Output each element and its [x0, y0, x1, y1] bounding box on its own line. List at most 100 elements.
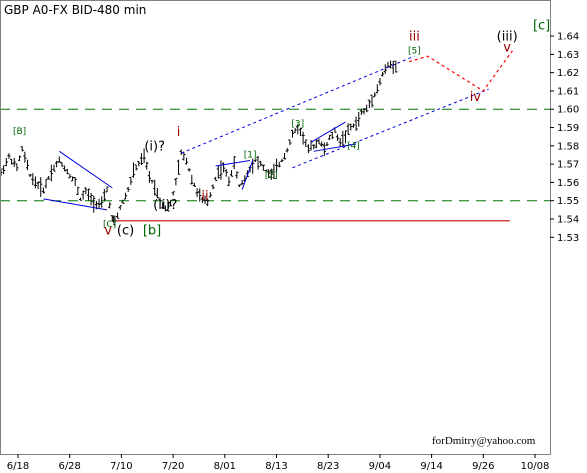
price-bar	[354, 116, 358, 131]
price-bar	[190, 174, 194, 185]
wave-label: [C]	[103, 220, 116, 230]
price-bar	[346, 123, 350, 135]
price-bar	[288, 139, 292, 146]
price-bars-layer	[0, 60, 398, 227]
price-bar	[280, 158, 284, 163]
price-bar	[33, 176, 38, 189]
price-bar	[47, 175, 51, 180]
price-bar	[166, 200, 170, 212]
price-bar	[147, 170, 151, 183]
price-bar	[49, 164, 53, 182]
price-bar	[290, 129, 295, 138]
projection-path	[408, 50, 513, 92]
y-tick-label: 1.58	[557, 141, 579, 152]
price-bar	[28, 173, 32, 178]
x-tick-label: 7/10	[110, 461, 132, 472]
credit-text: forDmitry@yahoo.com	[432, 435, 536, 447]
price-bar	[224, 169, 228, 177]
price-bar	[365, 104, 369, 113]
price-bar	[81, 190, 85, 200]
price-bar	[383, 64, 387, 74]
wave-label: (ii)?	[153, 198, 177, 213]
price-bar	[256, 155, 260, 170]
price-bar	[381, 71, 385, 77]
price-bar	[108, 202, 112, 209]
price-bar	[338, 137, 342, 147]
price-bar	[357, 111, 361, 127]
price-bar	[253, 159, 257, 162]
price-bar	[386, 61, 390, 68]
wave-label: (iii)	[497, 30, 518, 45]
price-bar	[349, 123, 353, 131]
y-tick-label: 1.54	[557, 214, 579, 225]
channel-upper-line	[181, 55, 415, 154]
price-bar	[296, 123, 300, 135]
price-bar	[330, 131, 334, 140]
y-tick-label: 1.56	[557, 178, 579, 189]
price-bar	[325, 142, 329, 146]
x-tick-label: 9/04	[369, 461, 391, 472]
wave-label: [2]	[265, 171, 278, 181]
price-bar	[237, 184, 242, 188]
trendline	[43, 198, 108, 211]
price-bar	[214, 176, 218, 182]
price-bar	[351, 123, 356, 128]
y-tick-label: 1.55	[557, 196, 579, 207]
price-bar	[15, 163, 19, 172]
trendline	[215, 159, 251, 167]
price-bar	[240, 179, 244, 185]
price-bar	[65, 168, 69, 175]
y-tick-label: 1.53	[557, 233, 579, 244]
wave-label: iv	[470, 90, 482, 105]
price-bar	[216, 165, 220, 179]
price-bar	[12, 157, 16, 167]
price-bar	[272, 163, 276, 179]
wave-label: [c]	[533, 19, 550, 34]
y-tick-label: 1.64	[557, 32, 579, 43]
price-bar	[320, 141, 324, 147]
wave-label-layer: [B](i)?i(ii)?ii[C]v (c) [b][1][2][3][4][5]…	[13, 19, 550, 239]
price-bar	[97, 198, 101, 209]
trendline-layer	[43, 50, 513, 211]
price-bar	[174, 177, 178, 186]
wave-label: iii	[409, 30, 420, 45]
price-bar	[171, 191, 175, 196]
price-bar	[179, 149, 183, 155]
wave-label: ii	[201, 189, 208, 204]
x-tick-label: 9/14	[420, 461, 442, 472]
price-bar	[317, 138, 321, 145]
price-bar	[367, 99, 371, 109]
price-bar	[378, 78, 382, 86]
price-bar	[70, 176, 75, 182]
price-bar	[222, 162, 226, 173]
price-bar	[7, 153, 11, 159]
price-bar	[23, 151, 27, 163]
price-bar	[123, 192, 128, 200]
price-bar	[391, 60, 395, 74]
wave-label: [b]	[143, 224, 161, 239]
price-bar	[76, 186, 80, 196]
price-bar	[328, 134, 332, 141]
price-bar	[306, 144, 310, 154]
price-bar	[39, 177, 43, 197]
price-bar	[4, 157, 8, 167]
price-bar	[394, 60, 398, 73]
price-bar	[129, 177, 133, 185]
trendline	[313, 143, 357, 152]
price-bar	[219, 160, 223, 180]
price-bar	[63, 165, 67, 172]
y-tick-label: 1.59	[557, 123, 579, 134]
y-tick-label: 1.57	[557, 160, 579, 171]
price-bar	[298, 127, 303, 137]
x-tick-label: 6/18	[7, 461, 29, 472]
price-bar	[304, 139, 308, 148]
price-bar	[261, 164, 265, 171]
price-bar	[105, 186, 109, 193]
price-bar	[134, 164, 138, 171]
price-bar	[142, 148, 146, 164]
price-bar	[158, 197, 162, 207]
price-bar	[373, 92, 377, 98]
price-bar	[131, 162, 136, 178]
price-bar	[102, 188, 106, 202]
